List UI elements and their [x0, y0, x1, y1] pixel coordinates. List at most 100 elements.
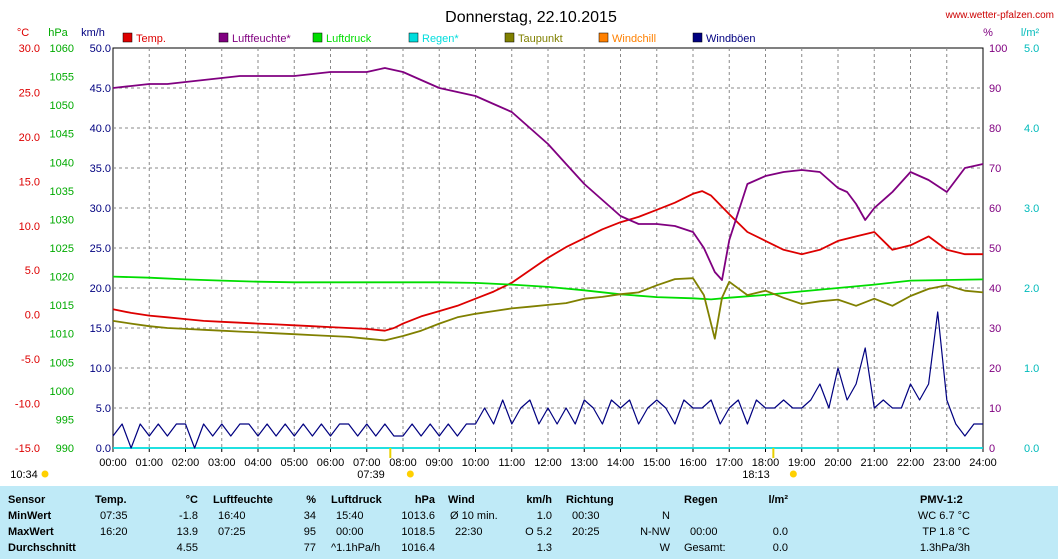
stats-header-rain: Regen	[684, 494, 718, 506]
legend-label: Windchill	[612, 33, 656, 45]
pressure-min-value: 1013.6	[401, 510, 435, 522]
humidity-axis-tick: 50	[989, 243, 1001, 255]
temp-axis-tick: -5.0	[21, 354, 40, 366]
series-windb-en-line	[112, 311, 983, 449]
axes: 30.0 25.0 20.0 15.0 10.0 5.0 0.0 -5.0 -10.0 -15.0…	[15, 43, 1039, 469]
wind-axis-tick: 40.0	[90, 123, 111, 135]
direction-avg-value: W	[659, 542, 670, 554]
pressure-axis-tick: 1045	[50, 129, 74, 141]
pressure-axis-tick: 1010	[50, 329, 74, 341]
legend-label: Regen*	[422, 33, 459, 45]
stats-header-humidity: Luftfeuchte	[213, 494, 273, 506]
stats-row-label: Durchschnitt	[8, 542, 76, 554]
grid	[113, 48, 983, 448]
wind-axis-unit: km/h	[81, 27, 105, 39]
humidity-max-value: 95	[303, 526, 316, 538]
pmv-windchill: WC 6.7 °C	[917, 510, 970, 522]
humidity-axis-tick: 80	[989, 123, 1001, 135]
series-taupunkt-line	[112, 277, 984, 342]
x-axis-tick: 04:00	[244, 457, 272, 469]
humidity-axis-tick: 20	[989, 363, 1001, 375]
wind-avg-value: 1.3	[536, 542, 552, 554]
x-axis-tick: 12:00	[534, 457, 562, 469]
direction-max-time: 20:25	[572, 526, 600, 538]
x-axis-tick: 23:00	[933, 457, 961, 469]
wind-max-time: 22:30	[455, 526, 483, 538]
rain-max-time: 00:00	[690, 526, 718, 538]
humidity-avg-value: 77	[303, 542, 316, 554]
legend-swatch	[408, 32, 419, 43]
x-axis-tick: 09:00	[425, 457, 453, 469]
x-axis-tick: 14:00	[607, 457, 635, 469]
wind-axis-tick: 45.0	[90, 83, 111, 95]
x-axis-tick: 01:00	[135, 457, 163, 469]
markers: 07:39 18:13 10:34	[10, 448, 797, 481]
sunrise-sun-icon	[41, 470, 49, 478]
pressure-max-time: 00:00	[336, 526, 364, 538]
rain-axis-tick: 4.0	[1024, 123, 1039, 135]
temp-min-time: 07:35	[100, 510, 128, 522]
stats-header-pmv: PMV-1:2	[920, 494, 963, 506]
x-axis-tick: 22:00	[897, 457, 925, 469]
humidity-min-value: 34	[303, 510, 316, 522]
pressure-trend: ^1.1hPa/h	[331, 542, 381, 554]
pressure-axis-tick: 990	[56, 443, 74, 455]
stats-header-wind: Wind	[448, 494, 475, 506]
pressure-axis-tick: 1035	[50, 186, 74, 198]
legend-swatch	[504, 32, 515, 43]
series-temp-line	[112, 190, 983, 332]
x-axis-tick: 00:00	[99, 457, 127, 469]
legend-label: Taupunkt	[518, 33, 563, 45]
weather-chart: Donnerstag, 22.10.2015 www.wetter-pfalze…	[10, 9, 1054, 481]
temp-max-marker-sun-icon	[789, 470, 797, 478]
statistics-table: Sensor Temp. °C Luftfeuchte % Luftdruck …	[0, 486, 1058, 559]
stats-header-direction: Richtung	[566, 494, 614, 506]
pressure-axis-tick: 1025	[50, 243, 74, 255]
x-axis-tick: 21:00	[860, 457, 888, 469]
x-axis-tick: 16:00	[679, 457, 707, 469]
temp-axis-unit: °C	[17, 27, 29, 39]
site-link[interactable]: www.wetter-pfalzen.com	[945, 10, 1054, 21]
rain-axis-tick: 3.0	[1024, 203, 1039, 215]
temp-min-time-label: 07:39	[357, 469, 385, 481]
pressure-axis-tick: 1030	[50, 214, 74, 226]
pmv-dewpoint: TP 1.8 °C	[922, 526, 970, 538]
stats-header-temp-unit: °C	[185, 494, 198, 506]
x-axis-tick: 08:00	[389, 457, 417, 469]
wind-avg10-label: Ø 10 min.	[450, 510, 498, 522]
temp-min-value: -1.8	[179, 510, 198, 522]
chart-title: Donnerstag, 22.10.2015	[445, 9, 617, 26]
pressure-avg-value: 1016.4	[401, 542, 435, 554]
direction-min-time: 00:30	[572, 510, 600, 522]
pressure-axis-tick: 1000	[50, 386, 74, 398]
x-axis-tick: 15:00	[643, 457, 671, 469]
legend-swatch	[598, 32, 609, 43]
x-axis-tick: 17:00	[715, 457, 743, 469]
x-axis-tick: 05:00	[280, 457, 308, 469]
pressure-axis-tick: 1055	[50, 72, 74, 84]
legend-swatch	[218, 32, 229, 43]
x-axis-tick: 02:00	[172, 457, 200, 469]
humidity-axis-tick: 10	[989, 403, 1001, 415]
pressure-min-time: 15:40	[336, 510, 364, 522]
humidity-min-time: 16:40	[218, 510, 246, 522]
humidity-axis-tick: 40	[989, 283, 1001, 295]
temp-axis-tick: -10.0	[15, 399, 40, 411]
legend-label: Luftdruck	[326, 33, 372, 45]
legend-label: Luftfeuchte*	[232, 33, 291, 45]
wind-axis-tick: 20.0	[90, 283, 111, 295]
legend-label: Windböen	[706, 33, 756, 45]
temp-axis-tick: 20.0	[19, 132, 40, 144]
stats-header-humidity-unit: %	[306, 494, 316, 506]
humidity-axis-unit: %	[983, 27, 993, 39]
legend: Temp. Luftfeuchte* Luftdruck Regen* Taupunkt…	[122, 32, 756, 45]
x-axis-tick: 24:00	[969, 457, 997, 469]
stats-header-temp: Temp.	[95, 494, 127, 506]
legend-label: Temp.	[136, 33, 166, 45]
direction-min-value: N	[662, 510, 670, 522]
temp-axis-tick: -15.0	[15, 443, 40, 455]
rain-total-label: Gesamt:	[684, 542, 726, 554]
x-axis-tick: 03:00	[208, 457, 236, 469]
stats-header-pressure-unit: hPa	[414, 494, 435, 506]
wind-axis-tick: 15.0	[90, 323, 111, 335]
